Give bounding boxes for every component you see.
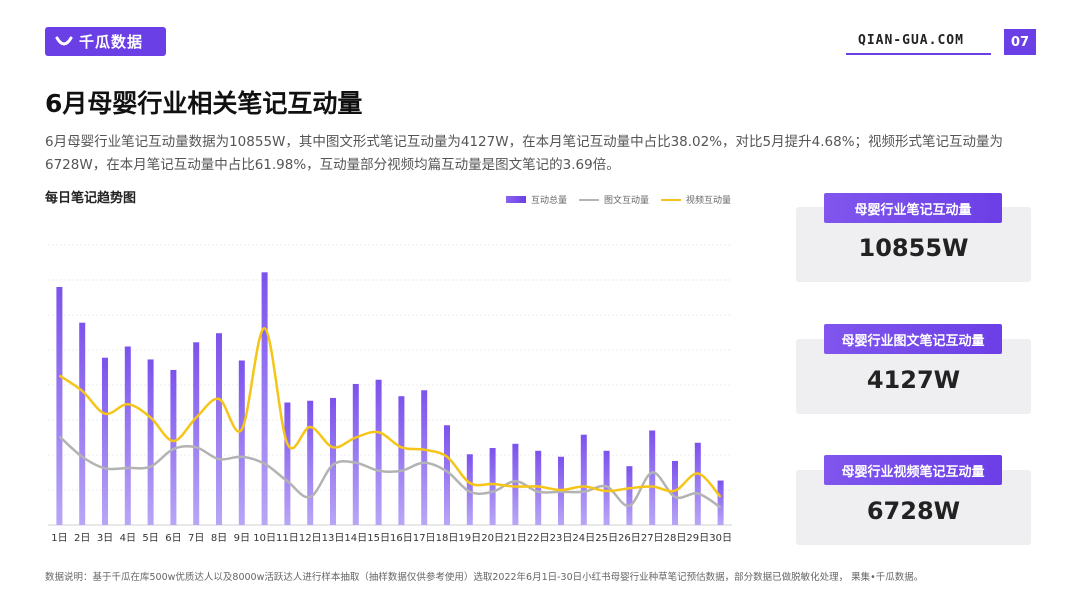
chart-title: 每日笔记趋势图 <box>45 191 137 206</box>
page-number: 07 <box>1004 29 1036 55</box>
bar-total-24 <box>580 434 587 525</box>
x-tick-label: 6日 <box>165 533 181 544</box>
chart-legend: 互动总量 图文互动量 视频互动量 <box>506 193 743 206</box>
x-tick-label: 22日 <box>527 533 550 544</box>
footnote: 数据说明：基于千瓜在库500w优质达人以及8000w活跃达人进行样本抽取（抽样数… <box>45 572 924 583</box>
legend-label-image: 图文互动量 <box>604 196 650 206</box>
bar-total-25 <box>603 450 610 525</box>
bar-total-19 <box>466 454 473 525</box>
x-tick-label: 1日 <box>51 533 67 544</box>
bar-total-3 <box>102 357 108 525</box>
line-video-series <box>58 327 722 498</box>
card-image-value: 4127W <box>866 366 961 394</box>
x-tick-label: 17日 <box>413 533 436 544</box>
x-tick-label: 28日 <box>664 533 687 544</box>
legend-item-video: 视频互动量 <box>661 193 731 206</box>
page-title: 6月母婴行业相关笔记互动量 <box>45 89 363 118</box>
bar-total-8 <box>216 333 222 525</box>
bar-total-1 <box>56 287 63 525</box>
brand-logo: 千瓜数据 <box>45 27 166 56</box>
bar-total-5 <box>147 359 154 525</box>
x-tick-label: 19日 <box>458 533 481 544</box>
x-tick-label: 11日 <box>276 533 299 544</box>
bar-total-16 <box>398 396 405 525</box>
card-total-label: 母婴行业笔记互动量 <box>824 193 1002 223</box>
x-tick-label: 8日 <box>211 533 227 544</box>
x-tick-label: 12日 <box>299 533 322 544</box>
card-video-label: 母婴行业视频笔记互动量 <box>824 455 1002 485</box>
legend-swatch-image <box>579 198 600 201</box>
x-tick-label: 18日 <box>436 533 459 544</box>
bar-total-21 <box>512 443 519 525</box>
bar-total-12 <box>307 400 314 525</box>
x-tick-label: 26日 <box>618 533 641 544</box>
line-image-series <box>58 435 722 509</box>
logo-text: 千瓜数据 <box>79 33 144 51</box>
x-tick-label: 4日 <box>120 533 136 544</box>
x-tick-label: 29日 <box>686 533 709 544</box>
bar-total-11 <box>284 402 291 525</box>
bar-total-26 <box>626 466 633 525</box>
x-tick-label: 23日 <box>550 533 573 544</box>
x-tick-label: 2日 <box>74 533 90 544</box>
bar-total-4 <box>124 346 131 525</box>
legend-swatch-video <box>661 198 682 201</box>
x-tick-label: 9日 <box>234 533 250 544</box>
bar-total-13 <box>330 397 336 525</box>
bar-total-28 <box>672 460 678 525</box>
card-total-value: 10855W <box>858 234 969 262</box>
x-tick-label: 15日 <box>367 533 390 544</box>
x-tick-label: 13日 <box>322 533 345 544</box>
card-image-label: 母婴行业图文笔记互动量 <box>824 324 1002 354</box>
x-tick-label: 7日 <box>188 533 204 544</box>
x-tick-label: 24日 <box>572 533 595 544</box>
x-tick-label: 14日 <box>344 533 367 544</box>
bar-total-15 <box>375 379 382 525</box>
bar-total-10 <box>261 272 268 525</box>
logo-icon <box>55 36 73 45</box>
bar-total-27 <box>649 430 656 525</box>
page-description: 6月母婴行业笔记互动量数据为10855W，其中图文形式笔记互动量为4127W，在… <box>45 134 1004 173</box>
x-tick-label: 10日 <box>253 533 276 544</box>
x-tick-label: 5日 <box>142 533 158 544</box>
x-tick-label: 30日 <box>709 533 732 544</box>
bar-total-2 <box>79 322 86 525</box>
bar-total-14 <box>352 383 359 525</box>
site-underline <box>846 53 991 55</box>
bar-total-9 <box>238 360 245 525</box>
legend-swatch-total <box>506 196 526 203</box>
bar-total-18 <box>444 425 450 525</box>
site-url: QIAN-GUA.COM <box>858 33 964 48</box>
bar-total-6 <box>170 369 177 525</box>
legend-label-video: 视频互动量 <box>686 196 732 206</box>
x-tick-label: 21日 <box>504 533 527 544</box>
legend-item-total: 互动总量 <box>506 193 567 206</box>
x-tick-label: 20日 <box>481 533 504 544</box>
bar-total-30 <box>717 480 724 525</box>
x-tick-label: 3日 <box>97 533 113 544</box>
x-tick-label: 27日 <box>641 533 664 544</box>
x-tick-label: 16日 <box>390 533 413 544</box>
bar-total-17 <box>421 390 428 525</box>
bar-total-20 <box>489 448 496 525</box>
bar-total-29 <box>694 442 701 525</box>
bar-total-22 <box>535 450 542 525</box>
x-tick-label: 25日 <box>595 533 618 544</box>
bar-total-7 <box>193 342 200 525</box>
legend-label-total: 互动总量 <box>531 196 568 206</box>
legend-item-image: 图文互动量 <box>579 193 649 206</box>
card-video-value: 6728W <box>866 497 961 525</box>
